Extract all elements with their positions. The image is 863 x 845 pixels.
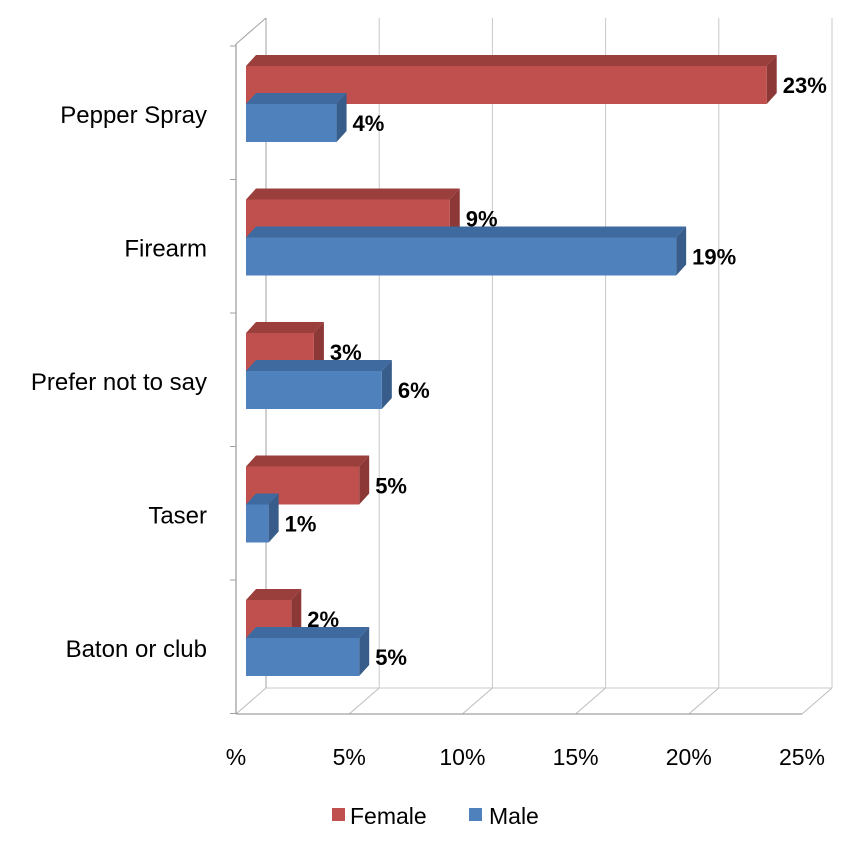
data-label-female-baton-or-club: 2% xyxy=(307,607,339,632)
floor-line-0 xyxy=(235,687,267,715)
bar-side-face xyxy=(449,188,460,238)
floor-line-15 xyxy=(575,687,606,715)
bar-top-face xyxy=(246,589,302,600)
data-label-female-pepper-spray: 23% xyxy=(783,73,827,98)
x-tick-label-25: 25% xyxy=(779,744,825,770)
bar-front-face xyxy=(246,371,382,409)
legend-swatch-female xyxy=(332,808,345,821)
category-label-pepper-spray: Pepper Spray xyxy=(60,102,207,129)
bar-male-pepper-spray xyxy=(246,93,347,142)
bar-side-face xyxy=(766,55,777,104)
legend-swatch-male xyxy=(469,808,482,821)
grid xyxy=(235,18,833,715)
bar-male-prefer-not-to-say xyxy=(246,360,392,409)
data-label-male-prefer-not-to-say: 6% xyxy=(398,378,430,403)
floor-line-25 xyxy=(801,687,833,715)
bar-top-face xyxy=(246,360,392,371)
data-label-female-firearm: 9% xyxy=(466,207,498,232)
bar-top-face xyxy=(246,93,347,104)
bar-female-baton-or-club xyxy=(246,589,302,638)
x-tick-label-5: 5% xyxy=(333,744,366,770)
data-label-male-taser: 1% xyxy=(285,512,317,537)
bar-front-face xyxy=(246,104,337,142)
floor-line-10 xyxy=(462,687,493,715)
bar-front-face xyxy=(246,237,677,276)
category-label-baton-or-club: Baton or club xyxy=(66,636,207,663)
bar-top-face xyxy=(246,322,324,333)
bar-side-face xyxy=(336,93,347,142)
x-tick-label-15: 15% xyxy=(553,744,599,770)
bar-side-face xyxy=(676,226,687,276)
bar-male-baton-or-club xyxy=(246,627,370,676)
bar-top-face xyxy=(246,55,777,66)
data-label-female-prefer-not-to-say: 3% xyxy=(330,340,362,365)
bar-side-face xyxy=(381,360,392,409)
bar-male-taser xyxy=(246,493,279,543)
floor-line-20 xyxy=(688,687,720,715)
bar-male-firearm xyxy=(246,226,687,276)
bar-side-face xyxy=(291,589,302,638)
bar-front-face xyxy=(246,504,269,543)
bar-top-face xyxy=(246,226,687,238)
bar-side-face xyxy=(268,493,279,543)
category-label-prefer-not-to-say: Prefer not to say xyxy=(31,369,207,396)
x-tick-label-10: 10% xyxy=(439,744,485,770)
data-label-male-baton-or-club: 5% xyxy=(375,645,407,670)
data-label-female-taser: 5% xyxy=(375,474,407,499)
bar-side-face xyxy=(359,627,370,676)
legend-label-male: Male xyxy=(489,803,539,829)
legend-label-female: Female xyxy=(350,803,427,829)
data-label-male-firearm: 19% xyxy=(692,245,736,270)
bars xyxy=(246,55,777,676)
x-tick-label-0: % xyxy=(226,744,246,770)
legend: Female Male xyxy=(332,803,539,829)
floor-line-5 xyxy=(348,687,380,715)
category-label-taser: Taser xyxy=(148,502,207,529)
bar-front-face xyxy=(246,638,360,676)
bar-side-face xyxy=(313,322,324,371)
x-tick-label-20: 20% xyxy=(666,744,712,770)
category-label-firearm: Firearm xyxy=(124,235,207,262)
bar-side-face xyxy=(359,455,370,505)
bar-top-face xyxy=(246,188,460,200)
data-label-male-pepper-spray: 4% xyxy=(353,111,385,136)
bar-top-face xyxy=(246,455,370,467)
bar-top-face xyxy=(246,627,370,638)
y-axis-top xyxy=(235,17,267,45)
bar-top-face xyxy=(246,493,279,505)
labels: % 5% 10% 15% 20% 25% Pepper Spray Firearm Prefer… xyxy=(31,73,827,770)
